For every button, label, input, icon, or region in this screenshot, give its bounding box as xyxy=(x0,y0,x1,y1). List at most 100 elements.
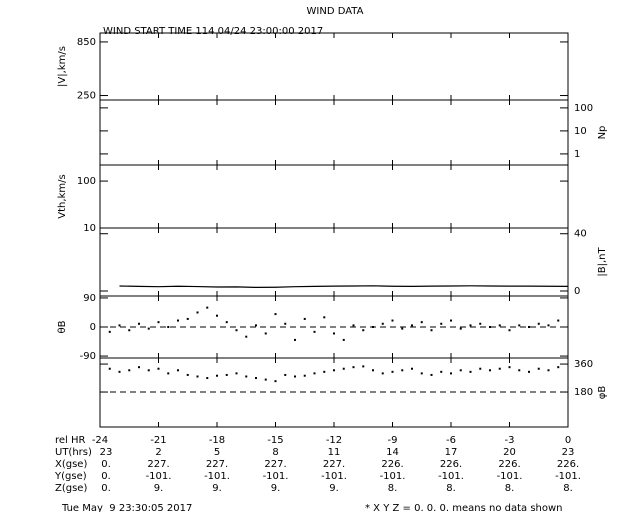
data-point xyxy=(333,369,335,372)
y-tick-label: 10 xyxy=(83,223,96,234)
table-cell: -101. xyxy=(204,471,230,482)
data-point xyxy=(177,369,179,372)
data-point xyxy=(284,373,287,376)
data-point xyxy=(430,329,433,332)
data-point xyxy=(118,324,121,327)
table-cell: 14 xyxy=(386,447,399,458)
data-point xyxy=(157,367,160,370)
table-cell: 5 xyxy=(214,447,220,458)
data-point xyxy=(508,329,511,332)
y-axis-label: φB xyxy=(597,386,608,400)
data-point xyxy=(216,374,218,377)
data-point xyxy=(264,332,267,335)
panel-frame xyxy=(99,32,569,101)
data-point xyxy=(108,367,111,370)
table-cell: -101. xyxy=(497,471,523,482)
y-tick-label: 1 xyxy=(574,149,580,160)
x-axis-label: rel HR xyxy=(55,435,86,446)
table-cell: 226. xyxy=(381,459,403,470)
x-tick-label: -6 xyxy=(446,435,456,446)
data-point xyxy=(186,373,189,376)
table-cell: 9. xyxy=(329,483,339,494)
table-cell: -101. xyxy=(380,471,406,482)
data-point xyxy=(303,317,306,320)
data-point xyxy=(459,327,462,330)
data-point xyxy=(147,369,150,372)
y-tick-label: 90 xyxy=(83,293,96,304)
data-point xyxy=(225,321,228,324)
data-point xyxy=(420,372,423,375)
y-axis-label: Np xyxy=(597,126,608,140)
x-tick-label: 0 xyxy=(565,435,571,446)
data-point xyxy=(294,338,296,341)
data-point xyxy=(450,319,452,322)
table-cell: 9. xyxy=(154,483,164,494)
y-tick-label: 850 xyxy=(77,37,96,48)
y-axis-label: θB xyxy=(57,320,68,333)
panel-frame xyxy=(99,99,569,166)
data-point xyxy=(138,322,140,325)
row-label: UT(hrs) xyxy=(55,447,92,458)
data-point xyxy=(528,326,530,328)
table-cell: 226. xyxy=(440,459,462,470)
data-point xyxy=(547,324,550,327)
y-tick-label: 360 xyxy=(574,359,593,370)
data-point xyxy=(372,326,374,328)
data-point xyxy=(284,322,287,325)
data-point xyxy=(167,326,170,328)
data-point xyxy=(235,372,238,375)
panel-frame xyxy=(99,164,569,229)
data-point xyxy=(440,322,443,325)
data-point xyxy=(333,332,335,335)
data-point xyxy=(313,372,316,375)
data-point xyxy=(245,335,248,338)
data-point xyxy=(186,317,189,320)
y-tick-label: 10 xyxy=(574,126,587,137)
data-point xyxy=(138,366,140,369)
table-cell: 227. xyxy=(147,459,169,470)
table-cell: -101. xyxy=(438,471,464,482)
data-point xyxy=(489,369,491,372)
data-point xyxy=(225,373,228,376)
data-point xyxy=(518,324,521,327)
table-cell: 8. xyxy=(446,483,456,494)
data-point xyxy=(294,375,296,378)
data-point xyxy=(430,373,433,376)
data-point xyxy=(255,377,257,380)
data-point xyxy=(391,319,394,322)
data-point xyxy=(518,369,521,372)
data-point xyxy=(411,367,413,370)
subtitle: WIND START TIME 114 04/24 23:00:00 2017 xyxy=(103,26,323,37)
data-point xyxy=(362,329,365,332)
table-cell: 9. xyxy=(271,483,281,494)
data-point xyxy=(157,321,160,324)
y-axis-label: Vth,km/s xyxy=(57,174,68,218)
data-point xyxy=(177,319,179,322)
data-point xyxy=(401,327,404,330)
y-tick-label: 250 xyxy=(77,91,96,102)
table-cell: 9. xyxy=(212,483,222,494)
table-cell: 11 xyxy=(328,447,341,458)
footer-note: * X Y Z = 0. 0. 0. means no data shown xyxy=(365,503,563,512)
footer-timestamp: Tue May 9 23:30:05 2017 xyxy=(61,503,192,512)
table-cell: -101. xyxy=(263,471,289,482)
data-point xyxy=(323,316,326,319)
data-point xyxy=(391,370,394,373)
data-point xyxy=(450,372,452,375)
data-point xyxy=(381,372,384,375)
title: WIND DATA xyxy=(307,6,364,17)
data-point xyxy=(508,366,511,369)
y-tick-label: 40 xyxy=(574,229,587,240)
table-cell: 8. xyxy=(505,483,515,494)
table-cell: -101. xyxy=(555,471,581,482)
table-cell: 0. xyxy=(101,459,111,470)
row-label: Y(gse) xyxy=(54,471,87,482)
data-point xyxy=(498,367,501,370)
row-label: Z(gse) xyxy=(55,483,87,494)
data-point xyxy=(547,369,550,372)
table-cell: 0. xyxy=(101,483,111,494)
y-tick-label: 100 xyxy=(574,103,593,114)
x-tick-label: -9 xyxy=(388,435,398,446)
data-point xyxy=(537,322,540,325)
